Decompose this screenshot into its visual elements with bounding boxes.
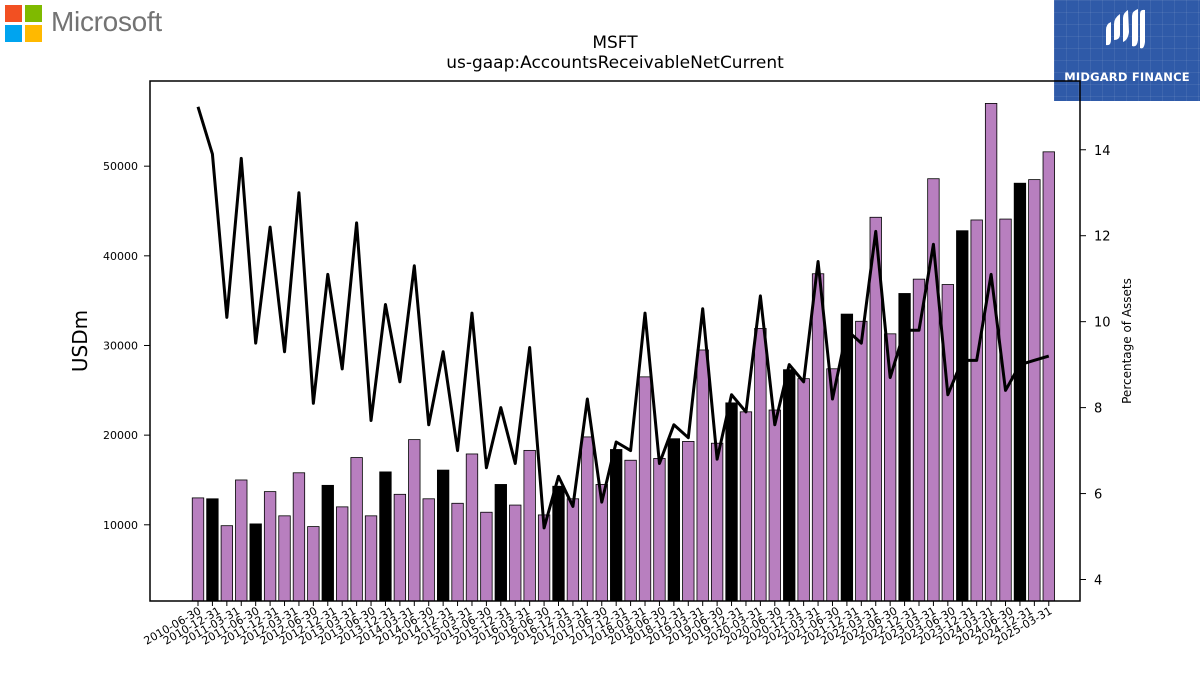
y2-axis-label: Percentage of Assets <box>1120 278 1134 404</box>
bar-2018-06-30 <box>653 458 666 602</box>
bar-2017-12-31 <box>624 459 637 602</box>
bar-2023-12-31 <box>970 219 983 602</box>
y-tick-label: 30000 <box>103 339 138 352</box>
bar-2011-06-30 <box>249 523 262 602</box>
chart-subtitle: us-gaap:AccountsReceivableNetCurrent <box>446 53 784 73</box>
bar-2015-03-31 <box>465 453 479 602</box>
bar-2018-09-30 <box>667 438 681 602</box>
ms-logo-red-square <box>5 5 22 22</box>
bar-2019-09-30 <box>725 402 738 602</box>
bar-2012-12-31 <box>336 506 349 602</box>
bar-2019-06-30 <box>710 442 724 602</box>
bar-2014-06-30 <box>422 498 435 602</box>
bar-2019-03-31 <box>696 349 709 602</box>
bar-2013-06-30 <box>364 515 378 602</box>
microsoft-logo-text: Microsoft <box>51 6 162 37</box>
bar-series <box>191 103 1055 602</box>
bar-2011-12-31 <box>278 515 291 602</box>
y2-tick-label: 14 <box>1094 144 1111 159</box>
y-tick-label: 20000 <box>103 429 138 442</box>
ms-logo-yellow-square <box>25 25 42 42</box>
bar-2015-12-31 <box>509 504 522 602</box>
bar-2012-03-31 <box>292 472 306 602</box>
y-tick-label: 10000 <box>103 519 138 532</box>
bar-2018-12-31 <box>682 441 695 602</box>
microsoft-logo <box>5 5 185 45</box>
bar-2014-12-31 <box>451 502 464 602</box>
bar-2020-06-30 <box>768 409 781 602</box>
bar-2023-03-31 <box>927 178 940 602</box>
bar-2015-06-30 <box>480 511 493 602</box>
y-tick-label: 40000 <box>103 250 138 263</box>
bar-2017-09-30 <box>610 449 623 602</box>
bar-2021-03-31 <box>811 273 825 602</box>
bar-2010-12-31 <box>220 525 233 602</box>
y-axis-label: USDm <box>68 310 92 372</box>
bar-2016-09-30 <box>552 485 565 602</box>
bar-2011-03-31 <box>235 479 248 602</box>
bar-2024-03-31 <box>984 103 998 602</box>
bar-2019-12-31 <box>739 411 753 602</box>
bar-2025-03-31 <box>1042 151 1055 602</box>
bar-2010-06-30 <box>191 497 205 602</box>
bar-2016-12-31 <box>566 498 580 602</box>
bar-2021-06-30 <box>826 368 839 602</box>
y2-tick-label: 12 <box>1094 230 1111 245</box>
midgard-finance-logo-icon <box>1106 9 1145 49</box>
bar-2017-03-31 <box>581 436 594 602</box>
bar-2012-06-30 <box>307 526 320 602</box>
bar-2014-03-31 <box>408 439 421 602</box>
y2-tick-label: 6 <box>1094 488 1102 503</box>
y2-tick-label: 10 <box>1094 316 1111 331</box>
bar-2015-09-30 <box>494 484 507 602</box>
y2-tick-label: 4 <box>1094 574 1102 589</box>
bar-2024-06-30 <box>999 218 1012 602</box>
bar-2021-09-30 <box>840 313 854 602</box>
bar-2010-09-30 <box>206 498 219 602</box>
bar-2024-09-30 <box>1013 182 1027 602</box>
bar-2023-09-30 <box>956 230 969 602</box>
midgard-finance-badge: MIDGARD FINANCE <box>1054 0 1200 101</box>
right-y-axis: 4 6 8 10 12 14 <box>1080 144 1111 589</box>
ms-logo-blue-square <box>5 25 22 42</box>
y-tick-label: 50000 <box>103 160 138 173</box>
y2-tick-label: 8 <box>1094 402 1102 417</box>
chart-title: MSFT <box>592 33 638 53</box>
x-axis: 2010-06-302010-12-312011-03-312011-06-30… <box>142 601 1054 648</box>
bar-2020-09-30 <box>783 369 796 602</box>
bar-2018-03-31 <box>638 376 652 602</box>
percentage-of-assets-line <box>196 106 1050 530</box>
bar-2024-12-31 <box>1028 179 1041 602</box>
left-y-axis: 10000 20000 30000 40000 50000 <box>103 160 150 532</box>
bar-2021-12-31 <box>855 320 868 602</box>
midgard-finance-logo-text: MIDGARD FINANCE <box>1064 70 1190 84</box>
bar-2012-09-30 <box>321 484 334 602</box>
plot-frame <box>149 80 1081 602</box>
line-series <box>196 106 1050 530</box>
bar-2020-12-31 <box>797 378 810 602</box>
bar-2013-12-31 <box>393 493 407 602</box>
bar-2020-03-31 <box>754 328 767 602</box>
bar-2016-03-31 <box>523 449 536 602</box>
bar-2011-09-30 <box>263 491 277 602</box>
ms-logo-green-square <box>25 5 42 22</box>
bar-2013-03-31 <box>350 457 363 602</box>
bar-2013-09-30 <box>379 471 392 602</box>
bar-2023-06-30 <box>941 284 954 602</box>
bar-2014-09-30 <box>436 469 450 602</box>
